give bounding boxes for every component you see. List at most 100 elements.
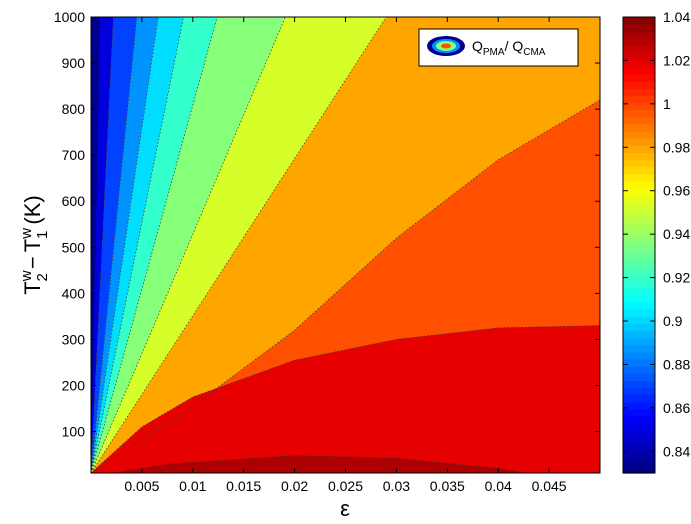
colorbar-gradient — [623, 17, 655, 474]
contour-line — [91, 17, 114, 473]
colorbar-cell — [623, 330, 655, 339]
colorbar-tick-label: 1.04 — [663, 9, 690, 25]
colorbar-cell — [623, 309, 655, 317]
colorbar-tick-label: 0.92 — [663, 270, 690, 286]
colorbar-cell — [623, 195, 655, 203]
colorbar-tick-label: 0.84 — [663, 443, 690, 459]
colorbar-cell — [623, 294, 655, 303]
colorbar-cell — [623, 38, 655, 47]
colorbar-cell — [623, 444, 655, 453]
colorbar-cell — [623, 180, 655, 189]
colorbar-cell — [623, 337, 655, 346]
colorbar-cell — [623, 323, 655, 332]
colorbar-cell — [623, 458, 655, 467]
colorbar-cell — [623, 95, 655, 104]
contour-boundaries — [91, 17, 600, 473]
colorbar-cell — [623, 102, 655, 111]
colorbar-cell — [623, 465, 655, 474]
colorbar-cell — [623, 152, 655, 161]
colorbar-frame — [622, 16, 656, 474]
colorbar-tick-label: 1.02 — [663, 52, 690, 68]
contour-regions — [91, 17, 600, 473]
colorbar-cell — [623, 17, 655, 25]
y-tick-label: 400 — [62, 285, 86, 301]
y-tick-label: 800 — [62, 101, 86, 117]
colorbar-tick-label: 0.9 — [663, 313, 683, 329]
colorbar-cell — [623, 437, 655, 446]
colorbar-cell — [623, 159, 655, 168]
legend-marker-icon — [427, 36, 465, 56]
y-tick-label: 200 — [62, 377, 86, 393]
colorbar-cell — [623, 359, 655, 367]
colorbar-cell — [623, 259, 655, 267]
colorbar-tick-label: 0.88 — [663, 356, 690, 372]
colorbar-cell — [623, 31, 655, 39]
colorbar-cell — [623, 380, 655, 389]
y-tick-label: 300 — [62, 331, 86, 347]
x-tick-label: 0.045 — [532, 478, 567, 494]
y-tick-label: 500 — [62, 239, 86, 255]
contour-line — [91, 17, 138, 473]
colorbar-tick-label: 0.86 — [663, 400, 690, 416]
colorbar-cell — [623, 202, 655, 210]
x-tick-label: 0.04 — [485, 478, 512, 494]
y-tick-label: 900 — [62, 55, 86, 71]
colorbar-tick-label: 0.98 — [663, 139, 690, 155]
colorbar-cell — [623, 59, 655, 68]
x-tick-label: 0.01 — [179, 478, 206, 494]
colorbar-cell — [623, 344, 655, 353]
x-tick-label: 0.02 — [281, 478, 308, 494]
x-tick-label: 0.035 — [430, 478, 465, 494]
colorbar-cell — [623, 266, 655, 275]
colorbar-cell — [623, 52, 655, 61]
colorbar-cell — [623, 116, 655, 125]
colorbar-cell — [623, 387, 655, 396]
colorbar-tick-label: 0.96 — [663, 183, 690, 199]
x-tick-label: 0.025 — [328, 478, 363, 494]
colorbar-cell — [623, 408, 655, 417]
colorbar-cell — [623, 351, 655, 360]
x-tick-label: 0.015 — [226, 478, 261, 494]
colorbar-cell — [623, 287, 655, 296]
colorbar-cell — [623, 223, 655, 232]
legend: QPMA/ QCMA — [418, 28, 579, 67]
colorbar-cell — [623, 109, 655, 118]
y-tick-label: 1000 — [54, 9, 85, 25]
x-axis-label: ε — [340, 496, 350, 521]
colorbar-cell — [623, 123, 655, 132]
colorbar-cell — [623, 416, 655, 424]
y-axis-label: Tw2−Tw1(K) — [18, 195, 51, 294]
colorbar-cell — [623, 394, 655, 403]
contour-line — [91, 17, 387, 473]
contour-line — [91, 17, 286, 473]
colorbar-cell — [623, 237, 655, 246]
colorbar-cell — [623, 366, 655, 374]
contour-line — [91, 17, 184, 473]
colorbar-cell — [623, 316, 655, 324]
colorbar-cell — [623, 401, 655, 410]
colorbar-cell — [623, 430, 655, 438]
colorbar-cell — [623, 173, 655, 182]
colorbar-cell — [623, 302, 655, 310]
colorbar-cell — [623, 373, 655, 381]
colorbar-cell — [623, 66, 655, 75]
colorbar-cell — [623, 74, 655, 82]
x-tick-label: 0.03 — [383, 478, 410, 494]
x-axis-ticks: 0.005 0.01 0.015 0.02 0.025 0.03 0.035 0.04 0.04… — [124, 17, 567, 494]
region-level-1.0 — [91, 325, 600, 473]
contour-line — [91, 325, 600, 473]
colorbar-cell — [623, 230, 655, 239]
colorbar-cell — [623, 45, 655, 54]
colorbar-tick-label: 1 — [663, 96, 671, 112]
region-level-0.935 — [91, 17, 387, 473]
colorbar-cell — [623, 188, 655, 196]
legend-label: QPMA/ QCMA — [472, 38, 546, 58]
y-tick-label: 700 — [62, 147, 86, 163]
colorbar-cell — [623, 273, 655, 282]
colorbar-cell — [623, 451, 655, 460]
colorbar-cell — [623, 280, 655, 289]
colorbar-cell — [623, 245, 655, 253]
colorbar-cell — [623, 145, 655, 153]
colorbar-cell — [623, 88, 655, 96]
